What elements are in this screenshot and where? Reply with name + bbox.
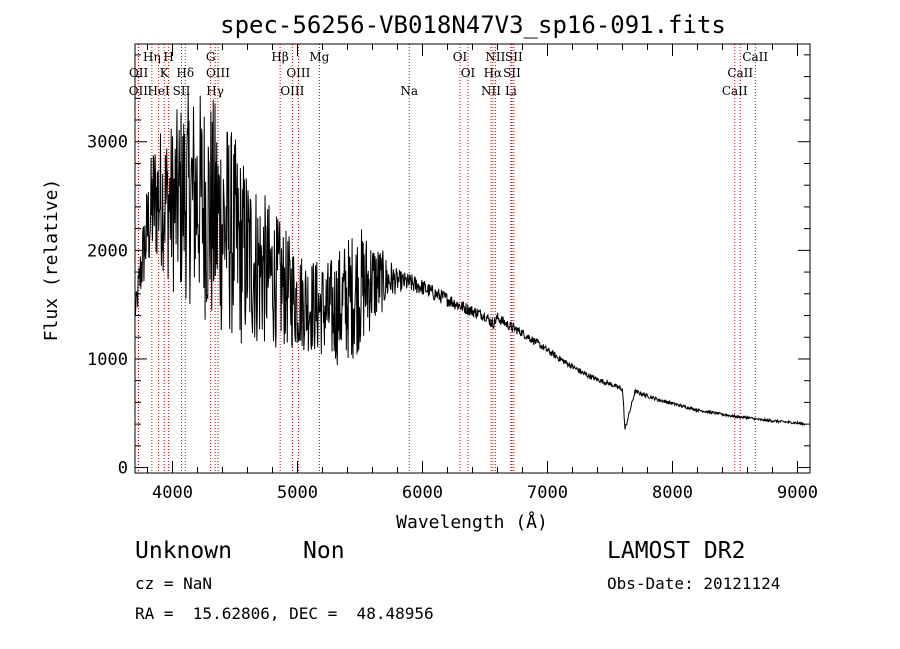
spectral-line-label: NII bbox=[481, 84, 501, 98]
spectral-line-label: Hγ bbox=[206, 84, 224, 98]
x-axis-label: Wavelength (Å) bbox=[396, 511, 548, 533]
x-tick-label: 4000 bbox=[152, 483, 193, 503]
x-tick-label: 6000 bbox=[402, 483, 443, 503]
spectral-line-label: G bbox=[206, 50, 216, 64]
x-tick-label: 5000 bbox=[277, 483, 318, 503]
spectral-line-label: SII bbox=[173, 84, 191, 98]
spectral-line-label: OII bbox=[129, 84, 149, 98]
spectral-line-label: Hη bbox=[143, 50, 161, 64]
spectral-line-label: OI bbox=[461, 66, 476, 80]
spectral-line-label: SII bbox=[505, 50, 523, 64]
spectral-line-label: CaII bbox=[742, 50, 768, 64]
spectral-line-label: Na bbox=[400, 84, 418, 98]
plot-frame bbox=[134, 43, 811, 474]
spectral-line-label: OI bbox=[453, 50, 468, 64]
survey-name: LAMOST DR2 bbox=[607, 538, 746, 564]
object-class: Unknown bbox=[135, 538, 232, 564]
spectral-line-label: OIII bbox=[206, 66, 230, 80]
redshift-value: cz = NaN bbox=[135, 574, 213, 593]
y-axis: 0 1000 2000 3000 bbox=[87, 54, 810, 479]
spectral-line-label: Hδ bbox=[176, 66, 194, 80]
y-axis-label: Flux (relative) bbox=[41, 179, 62, 342]
spectral-line-label: OIII bbox=[280, 84, 304, 98]
x-axis: 4000 5000 6000 7000 8000 9000 bbox=[147, 44, 818, 503]
object-subclass: Non bbox=[303, 538, 345, 564]
spectral-line-label: Mg bbox=[309, 50, 329, 64]
y-tick-label: 3000 bbox=[87, 133, 128, 153]
spectral-line-label: OII bbox=[129, 66, 149, 80]
spectrum-series-line bbox=[134, 91, 806, 430]
observation-date: Obs-Date: 20121124 bbox=[607, 574, 781, 593]
y-tick-label: 0 bbox=[118, 459, 128, 479]
y-tick-label: 2000 bbox=[87, 241, 128, 261]
spectral-line-label: SII bbox=[503, 66, 521, 80]
x-tick-label: 8000 bbox=[652, 483, 693, 503]
x-tick-label: 7000 bbox=[527, 483, 568, 503]
spectral-line-label: HeI bbox=[147, 84, 170, 98]
spectral-line-labels: OII OII Hη HeI KH SII Hδ G Hγ OIII Hβ OIII OIII Mg Na O… bbox=[129, 50, 769, 98]
spectral-line-label: K bbox=[160, 66, 170, 80]
spectral-line-label: CaII bbox=[727, 66, 753, 80]
spectral-line-label: CaII bbox=[722, 84, 748, 98]
spectral-line-label: Li bbox=[505, 84, 517, 98]
spectral-line-markers bbox=[137, 44, 756, 473]
y-tick-label: 1000 bbox=[87, 350, 128, 370]
chart-title: spec-56256-VB018N47V3_sp16-091.fits bbox=[220, 11, 726, 39]
spectral-line-label: OIII bbox=[286, 66, 310, 80]
spectral-line-label: NII bbox=[485, 50, 505, 64]
x-tick-label: 9000 bbox=[777, 483, 818, 503]
spectral-line-label: Hβ bbox=[271, 50, 288, 64]
sky-coordinates: RA = 15.62806, DEC = 48.48956 bbox=[135, 604, 434, 623]
spectral-line-label: H bbox=[163, 50, 173, 64]
spectral-line-label: Hα bbox=[484, 66, 503, 80]
